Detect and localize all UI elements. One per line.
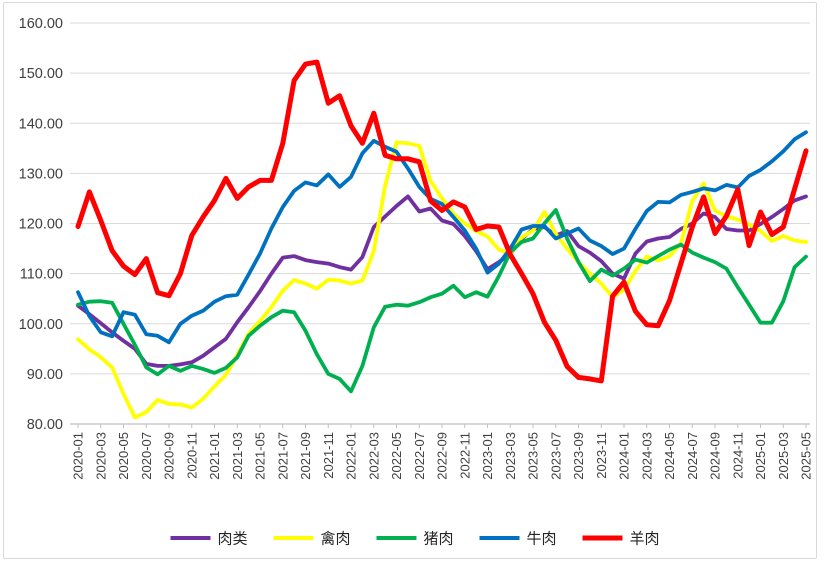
y-tick-label: 120.00 (19, 217, 63, 233)
x-tick-label: 2024-07 (685, 432, 700, 480)
x-tick-label: 2025-03 (776, 432, 791, 480)
x-tick-label: 2020-03 (93, 432, 108, 480)
x-tick-label: 2022-01 (344, 432, 359, 480)
x-tick-label: 2025-05 (799, 432, 814, 480)
series-line-禽肉 (76, 140, 808, 420)
y-tick-label: 160.00 (19, 16, 63, 32)
x-tick-label: 2024-11 (730, 432, 745, 479)
x-tick-label: 2022-11 (457, 432, 472, 479)
legend-label-猪肉: 猪肉 (424, 531, 454, 548)
x-tick-label: 2023-07 (548, 432, 563, 480)
x-axis-tick-labels: 2020-01 2020-03 2020-05 2020-07 2020-09 2020-… (71, 432, 814, 480)
series-lines (75, 59, 809, 420)
x-tick-label: 2024-09 (708, 432, 723, 480)
legend-item-禽肉: 禽肉 (273, 531, 351, 548)
x-tick-label: 2021-05 (253, 432, 268, 480)
x-tick-label: 2021-09 (298, 432, 313, 480)
x-axis (70, 423, 810, 428)
x-tick-label: 2024-03 (639, 432, 654, 480)
x-tick-label: 2021-07 (275, 432, 290, 480)
series-line-牛肉 (76, 130, 808, 345)
series-line-羊肉 (75, 59, 809, 384)
chart-frame (3, 2, 817, 559)
legend-label-牛肉: 牛肉 (527, 531, 557, 548)
legend-item-肉类: 肉类 (170, 531, 248, 548)
x-tick-label: 2020-05 (116, 432, 131, 480)
x-tick-label: 2020-11 (184, 432, 199, 479)
x-tick-label: 2023-05 (526, 432, 541, 480)
x-tick-label: 2020-09 (162, 432, 177, 480)
legend: 肉类 禽肉 猪肉 牛肉 羊肉 (170, 531, 660, 548)
x-tick-label: 2024-01 (617, 432, 632, 480)
y-tick-label: 110.00 (20, 267, 63, 283)
x-tick-label: 2022-09 (435, 432, 450, 480)
legend-item-羊肉: 羊肉 (582, 531, 660, 548)
legend-item-猪肉: 猪肉 (376, 531, 454, 548)
y-tick-label: 80.00 (27, 417, 63, 433)
x-tick-label: 2020-07 (139, 432, 154, 480)
x-tick-label: 2023-11 (594, 432, 609, 479)
x-tick-label: 2024-05 (662, 432, 677, 480)
y-tick-label: 140.00 (19, 116, 63, 132)
x-tick-label: 2021-11 (321, 432, 336, 479)
legend-label-禽肉: 禽肉 (321, 531, 351, 548)
legend-label-肉类: 肉类 (218, 531, 248, 548)
y-tick-label: 100.00 (19, 317, 63, 333)
x-tick-label: 2022-07 (412, 432, 427, 480)
x-tick-label: 2021-01 (207, 432, 222, 480)
x-tick-label: 2025-01 (753, 432, 768, 480)
y-tick-label: 90.00 (27, 367, 63, 383)
x-tick-label: 2023-03 (503, 432, 518, 480)
x-tick-label: 2020-01 (71, 432, 86, 480)
x-tick-label: 2023-01 (480, 432, 495, 480)
y-axis-tick-labels: 160.00 150.00 140.00 130.00 120.00 110.00 100.… (19, 16, 63, 433)
y-tick-label: 150.00 (19, 66, 63, 82)
legend-item-牛肉: 牛肉 (479, 531, 557, 548)
y-tick-label: 130.00 (19, 166, 63, 182)
x-tick-label: 2022-05 (389, 432, 404, 480)
x-tick-label: 2023-09 (571, 432, 586, 480)
x-tick-label: 2021-03 (230, 432, 245, 480)
x-tick-label: 2022-03 (366, 432, 381, 480)
legend-label-羊肉: 羊肉 (630, 531, 660, 548)
